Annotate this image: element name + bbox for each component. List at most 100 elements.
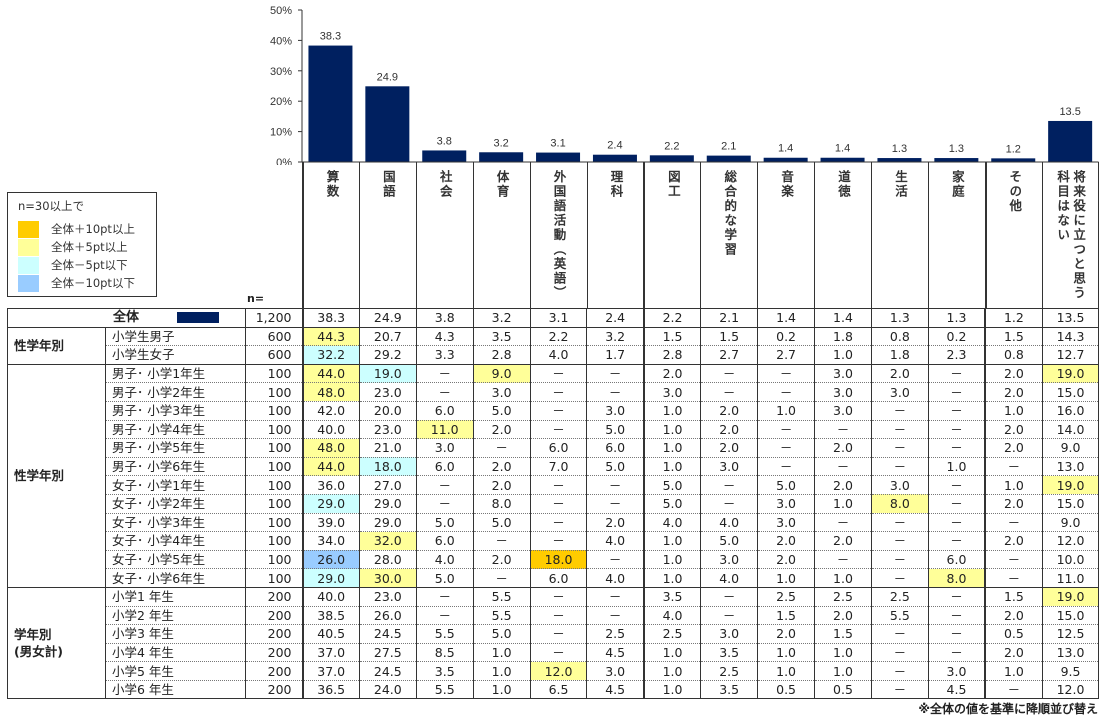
column-header: 生活: [871, 162, 928, 308]
value-cell: 3.0: [700, 456, 758, 476]
value-cell: －: [927, 531, 986, 551]
value-cell: 3.0: [700, 624, 758, 644]
value-cell: 3.0: [927, 661, 986, 681]
value-cell: 19.0: [1041, 475, 1100, 495]
table-row-total: 全体 1,200 38.3 24.9 3.8 3.2 3.1 2.4 2.2 2.1 1.4 1.4 1…: [7, 308, 1100, 328]
value-cell: 5.0: [586, 419, 644, 439]
value-cell: －: [529, 475, 587, 495]
column-header: 図工: [643, 162, 700, 308]
value-cell: 5.0: [700, 531, 758, 551]
value-cell: 1.4: [757, 308, 815, 328]
value-cell: 2.0: [814, 531, 872, 551]
row-label: 小学1 年生: [105, 586, 246, 606]
value-cell: 23.0: [358, 382, 417, 402]
value-cell: 6.0: [415, 400, 474, 421]
table-row: 小学2 年生 200 38.5 26.0 － 5.5 －－ 4.0 － 1.5 2.0 5.5 － 2.0…: [8, 605, 1100, 625]
total-label-cell: 全体: [7, 308, 246, 328]
table-row: 男子･ 小学3年生 100 42.0 20.0 6.0 5.0 － 3.0 1.0 2.0 1.0 3…: [8, 400, 1100, 421]
total-label: 全体: [113, 310, 140, 326]
value-cell: －: [586, 605, 644, 625]
value-cell: 1.0: [757, 642, 815, 662]
column-header: 外国語活動（英語）: [529, 162, 587, 308]
value-cell: 29.2: [358, 345, 417, 365]
n-cell: 100: [245, 549, 303, 569]
value-cell: 4.5: [586, 642, 644, 662]
value-cell: 5.0: [472, 512, 531, 532]
table-row: 学年別 (男女計) 小学1 年生 200 40.0 23.0 － 5.5 －－ 3.5 － 2.5 2…: [7, 586, 1100, 700]
value-cell: 2.0: [472, 456, 531, 476]
row-label: 女子･ 小学5年生: [105, 549, 246, 569]
column-header: 算数: [302, 162, 359, 308]
value-cell: －: [870, 661, 929, 681]
value-cell: 40.0: [301, 419, 360, 439]
value-cell: 44.3: [301, 326, 360, 346]
y-tick-label: 10%: [270, 127, 292, 139]
value-cell: 4.0: [642, 605, 701, 625]
value-cell: －: [927, 363, 986, 383]
bar: [308, 45, 353, 162]
value-cell: 3.3: [415, 345, 474, 365]
value-cell: －: [529, 382, 587, 402]
value-cell: 28.0: [358, 549, 417, 569]
value-cell: 2.5: [586, 624, 644, 644]
value-cell: －: [870, 531, 929, 551]
value-cell: 26.0: [358, 605, 417, 625]
value-cell: 1.0: [814, 642, 872, 662]
legend-swatch: [18, 238, 39, 256]
value-cell: 40.0: [301, 586, 360, 606]
table-row: 小学生女子 600 32.2 29.2 3.3 2.8 4.0 1.7 2.8 2.7 2.7 1.0…: [8, 345, 1100, 365]
value-cell: 44.0: [301, 363, 360, 383]
value-cell: 1.0: [814, 661, 872, 681]
value-cell: 14.0: [1041, 419, 1100, 439]
column-header: 道徳: [814, 162, 871, 308]
value-cell: 12.0: [529, 661, 587, 681]
column-header-label: 体育: [494, 170, 510, 199]
value-cell: 36.0: [301, 475, 360, 495]
value-cell: 1.8: [814, 326, 872, 346]
value-cell: 15.0: [1041, 605, 1100, 625]
value-cell: 1.0: [642, 568, 701, 588]
value-cell: 9.0: [1041, 512, 1100, 532]
value-cell: 5.5: [472, 605, 531, 625]
value-cell: 1.2: [984, 308, 1043, 328]
value-cell: －: [870, 438, 929, 458]
bar: [877, 158, 922, 162]
value-cell: －: [529, 624, 587, 644]
value-cell: －: [757, 363, 815, 383]
row-label: 女子･ 小学4年生: [105, 531, 246, 551]
column-header: 音楽: [757, 162, 814, 308]
value-cell: －: [870, 419, 929, 439]
value-cell: 6.0: [927, 549, 986, 569]
value-cell: －: [415, 363, 474, 383]
column-header-label: 道徳: [836, 170, 852, 199]
column-header-label: その他: [1007, 170, 1023, 214]
value-cell: 4.5: [927, 679, 986, 700]
column-header: 国語: [358, 162, 416, 308]
table-row: 女子･ 小学2年生 100 29.0 29.0 － 8.0 －－ 5.0 － 3.0 1.0 8.0 －…: [8, 493, 1100, 514]
value-cell: 3.5: [700, 679, 758, 700]
value-cell: 3.5: [472, 326, 531, 346]
column-header-label: 理科: [608, 170, 624, 199]
value-cell: －: [927, 605, 986, 625]
value-cell: －: [927, 642, 986, 662]
value-cell: －: [700, 493, 758, 514]
value-cell: 24.5: [358, 624, 417, 644]
value-cell: 18.0: [358, 456, 417, 476]
value-cell: 19.0: [1041, 586, 1100, 606]
value-cell: 2.5: [870, 586, 929, 606]
value-cell: 1.0: [984, 475, 1043, 495]
n-cell: 1,200: [245, 308, 303, 328]
row-label: 小学6 年生: [105, 679, 246, 700]
value-cell: 1.0: [642, 456, 701, 476]
value-cell: 2.0: [984, 438, 1043, 458]
value-cell: 5.5: [415, 679, 474, 700]
value-cell: 20.7: [358, 326, 417, 346]
n-cell: 600: [245, 345, 303, 365]
bar: [763, 157, 808, 162]
column-header-label: 音楽: [779, 170, 795, 199]
value-cell: －: [757, 419, 815, 439]
table-row: 女子･ 小学4年生 100 34.0 32.0 6.0 －－ 4.0 1.0 5.0 2.0 2.0…: [8, 531, 1100, 551]
value-cell: 2.0: [472, 549, 531, 569]
value-cell: 6.5: [529, 679, 587, 700]
value-cell: －: [472, 531, 531, 551]
